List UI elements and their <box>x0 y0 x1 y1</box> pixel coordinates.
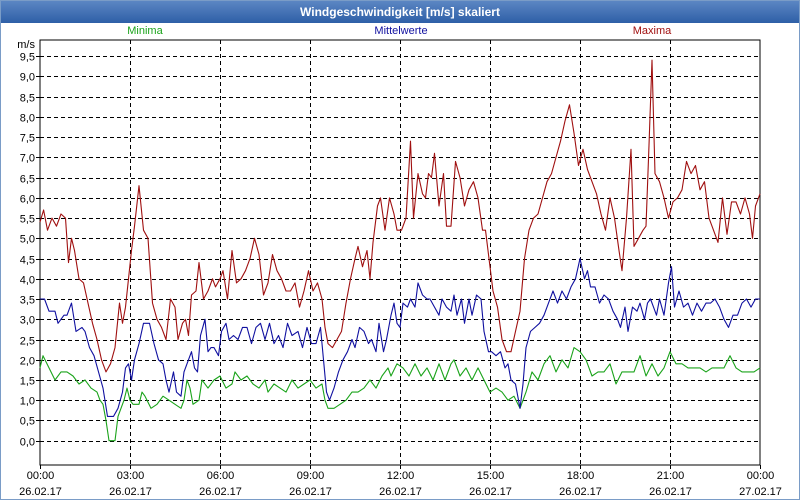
y-tick-label: 8,5 <box>20 93 35 105</box>
x-tick-time: 09:00 <box>297 470 325 482</box>
y-tick-label: 7,0 <box>20 153 35 165</box>
series-line-mittelwerte <box>40 258 760 417</box>
y-tick-label: 6,0 <box>20 194 35 206</box>
legend-minima: Minima <box>127 25 163 37</box>
x-tick-date: 26.02.17 <box>109 486 152 498</box>
legend-maxima: Maxima <box>633 25 672 37</box>
y-tick-label: 3,0 <box>20 315 35 327</box>
x-tick-time: 21:00 <box>657 470 685 482</box>
x-tick-date: 26.02.17 <box>199 486 242 498</box>
x-tick-date: 26.02.17 <box>559 486 602 498</box>
y-tick-label: 9,5 <box>20 52 35 64</box>
y-tick-label: 0,5 <box>20 416 35 428</box>
grid-lines <box>40 40 760 465</box>
x-tick-time: 15:00 <box>477 470 505 482</box>
x-tick-date: 26.02.17 <box>379 486 422 498</box>
x-tick-date: 26.02.17 <box>469 486 512 498</box>
y-tick-label: 2,5 <box>20 336 35 348</box>
x-tick-time: 18:00 <box>567 470 595 482</box>
x-tick-date: 26.02.17 <box>289 486 332 498</box>
y-tick-label: 4,0 <box>20 275 35 287</box>
series-line-maxima <box>39 59 761 373</box>
y-tick-label: 2,0 <box>20 356 35 368</box>
x-tick-date: 27.02.17 <box>739 486 782 498</box>
y-tick-label: 9,0 <box>20 72 35 84</box>
legend-mittelwerte: Mittelwerte <box>374 25 427 37</box>
y-tick-label: 4,5 <box>20 255 35 267</box>
y-tick-label: 0,0 <box>20 437 35 449</box>
axis-labels: 0,0 0,5 1,0 1,5 2,0 2,5 3,0 3,5 4,0 4,5 5,0 5,5 6,0 6… <box>17 25 782 498</box>
x-tick-time: 06:00 <box>207 470 235 482</box>
y-tick-label: 5,0 <box>20 234 35 246</box>
y-tick-label: 1,5 <box>20 376 35 388</box>
window-title: Windgeschwindigkeit [m/s] skaliert <box>1 1 799 23</box>
y-axis-unit: m/s <box>17 39 35 51</box>
x-tick-date: 26.02.17 <box>19 486 62 498</box>
x-tick-time: 12:00 <box>387 470 415 482</box>
y-tick-label: 3,5 <box>20 295 35 307</box>
x-tick-date: 26.02.17 <box>649 486 692 498</box>
axes <box>36 39 761 469</box>
y-tick-label: 8,0 <box>20 113 35 125</box>
y-tick-label: 5,5 <box>20 214 35 226</box>
series-group <box>39 59 761 442</box>
x-tick-time: 00:00 <box>747 470 775 482</box>
y-tick-label: 6,5 <box>20 174 35 186</box>
y-tick-label: 7,5 <box>20 133 35 145</box>
x-tick-time: 00:00 <box>27 470 55 482</box>
y-tick-label: 1,0 <box>20 396 35 408</box>
series-line-minima <box>39 347 761 442</box>
x-tick-time: 03:00 <box>117 470 145 482</box>
